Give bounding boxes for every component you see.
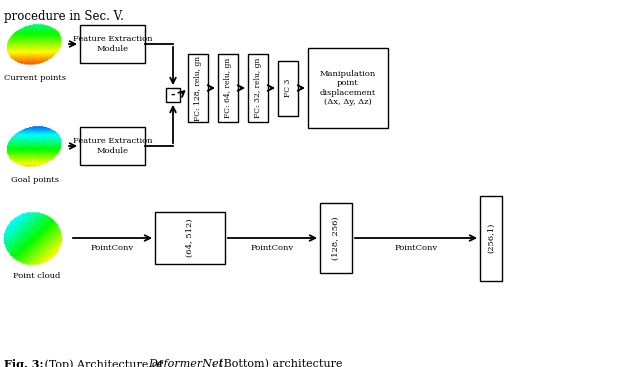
Text: FC: 128, relu, gn: FC: 128, relu, gn [194, 55, 202, 121]
Text: PointConv: PointConv [394, 244, 438, 252]
Text: FC: 64, relu, gn: FC: 64, relu, gn [224, 58, 232, 118]
Text: FC 3: FC 3 [284, 79, 292, 97]
Bar [80, 127, 145, 165]
Text: -: - [171, 90, 175, 100]
Bar [188, 54, 208, 122]
Text: (Top) Architecture of: (Top) Architecture of [41, 359, 166, 367]
Text: ; (Bottom) architecture: ; (Bottom) architecture [212, 359, 342, 367]
Text: Goal points: Goal points [11, 176, 59, 184]
Bar [218, 54, 238, 122]
Text: Feature Extraction
Module: Feature Extraction Module [73, 137, 152, 155]
Text: FC: 32, relu, gn: FC: 32, relu, gn [254, 58, 262, 118]
Text: (128, 256): (128, 256) [332, 216, 340, 260]
Bar [308, 48, 388, 128]
Bar [278, 61, 298, 116]
Text: (256,1): (256,1) [487, 223, 495, 253]
Text: Feature Extraction
Module: Feature Extraction Module [73, 35, 152, 52]
Bar [155, 212, 225, 264]
Text: Point cloud: Point cloud [13, 272, 61, 280]
Bar [480, 196, 502, 280]
Bar [248, 54, 268, 122]
Bar [320, 203, 352, 273]
Bar [166, 88, 180, 102]
Text: PointConv: PointConv [91, 244, 134, 252]
Text: Fig. 3:: Fig. 3: [4, 359, 44, 367]
Text: PointConv: PointConv [251, 244, 294, 252]
Text: DeformerNet: DeformerNet [148, 359, 223, 367]
Text: (64, 512): (64, 512) [186, 219, 194, 257]
Text: procedure in Sec. V.: procedure in Sec. V. [4, 10, 124, 23]
Bar [80, 25, 145, 63]
Text: Manipulation
point
displacement
(Δx, Δy, Δz): Manipulation point displacement (Δx, Δy,… [320, 70, 376, 106]
Text: Current points: Current points [4, 74, 66, 82]
